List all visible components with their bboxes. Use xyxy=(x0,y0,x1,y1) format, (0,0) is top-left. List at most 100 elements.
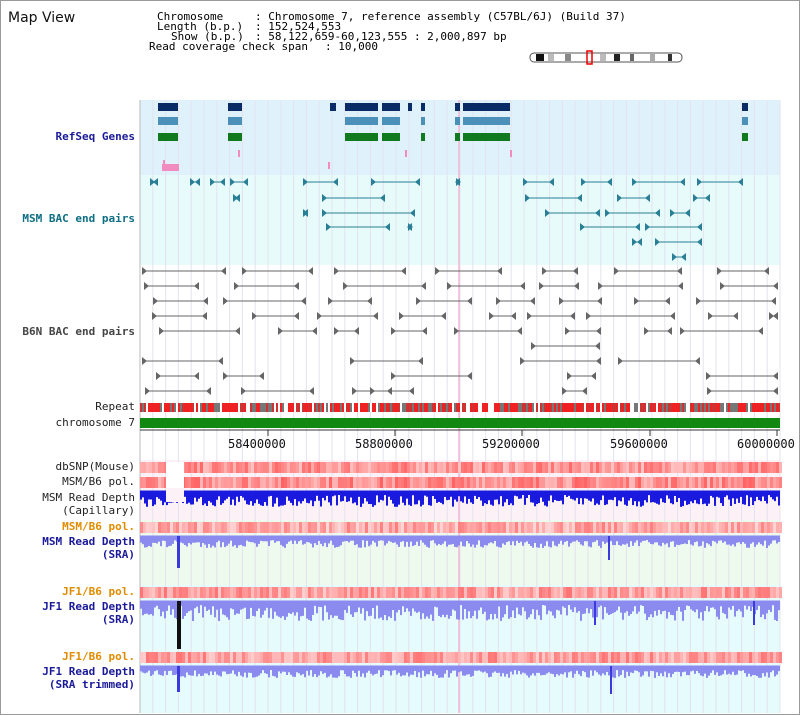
jf1-trim-depth-bar xyxy=(182,666,184,677)
msm-b6-pol-heat xyxy=(272,477,275,488)
msm-sra-depth-bar xyxy=(344,536,346,542)
msm-cap-depth-bar xyxy=(184,491,186,497)
msm-sra-depth-bar xyxy=(212,536,214,546)
dbsnp-heat xyxy=(149,462,152,473)
jf1-trim-depth-bar xyxy=(734,666,736,676)
msm-cap-depth-bar xyxy=(236,491,238,497)
repeat-segment xyxy=(620,403,622,412)
msm-cap-depth-bar xyxy=(266,491,268,506)
dbsnp-heat xyxy=(374,462,377,473)
repeat-segment xyxy=(296,403,298,412)
jf1-b6-pol-heat xyxy=(170,587,173,598)
jf1-sra-depth-bar xyxy=(368,601,370,617)
msm-b6-pol-heat xyxy=(656,477,659,488)
msm-cap-depth-bar xyxy=(474,491,476,496)
repeat-segment xyxy=(668,403,670,412)
msm-sra-depth-bar xyxy=(452,536,454,545)
track-label-chromosome[interactable]: chromosome 7 xyxy=(55,416,135,429)
repeat-segment xyxy=(598,403,600,412)
jf1-trim-depth-bar xyxy=(448,666,450,678)
jf1-b6-pol-heat xyxy=(725,587,728,598)
msm-b6-pol-heat xyxy=(587,477,590,488)
jf1-trim-depth-bar xyxy=(518,666,520,671)
track-label-refseq[interactable]: RefSeq Genes xyxy=(55,130,135,143)
msm-b6-pol-2-heat xyxy=(524,522,527,533)
msm-b6-pol-heat xyxy=(383,477,386,488)
msm-sra-depth-bar xyxy=(310,536,312,544)
jf1-sra-depth-bar xyxy=(614,601,616,613)
dbsnp-heat xyxy=(185,462,188,473)
jf1-b6-pol-heat xyxy=(449,587,452,598)
track-label-msm-b6-pol[interactable]: MSM/B6 pol. xyxy=(62,475,135,488)
msm-sra-depth-bar xyxy=(740,536,742,545)
track-label-jf1-depth-sra[interactable]: JF1 Read Depth xyxy=(42,600,135,613)
jf1-b6-pol-2-heat xyxy=(266,652,269,663)
repeat-segment xyxy=(282,403,284,412)
repeat-segment xyxy=(440,403,442,412)
jf1-trim-depth-bar xyxy=(290,666,292,675)
msm-sra-depth-bar xyxy=(752,536,754,543)
track-label-jf1-b6-pol[interactable]: JF1/B6 pol. xyxy=(62,585,135,598)
msm-b6-pol-2-heat xyxy=(446,522,449,533)
msm-b6-pol-2-heat xyxy=(644,522,647,533)
repeat-segment xyxy=(444,403,446,412)
jf1-sra-depth-bar xyxy=(588,601,590,614)
b6n-bac-pair xyxy=(597,297,602,305)
msm-sra-depth-bar xyxy=(366,536,368,541)
msm-sra-depth-bar xyxy=(702,536,704,542)
repeat-segment xyxy=(494,403,496,412)
msm-sra-depth-bar xyxy=(772,536,774,541)
b6n-bac-pair xyxy=(758,327,763,335)
msm-sra-depth-bar xyxy=(422,536,424,543)
msm-cap-depth-bar xyxy=(450,491,452,497)
track-label-b6n-bac[interactable]: B6N BAC end pairs xyxy=(22,325,135,338)
jf1-sra-depth-bar xyxy=(206,601,208,611)
jf1-b6-pol-heat xyxy=(758,587,761,598)
jf1-trim-depth-bar xyxy=(498,666,500,673)
jf1-sra-depth-bar xyxy=(542,601,544,606)
msm-cap-depth-bar xyxy=(614,491,616,498)
msm-b6-pol-heat xyxy=(722,477,725,488)
jf1-b6-pol-heat xyxy=(341,587,344,598)
show-label: Show (b.p.) xyxy=(171,30,244,43)
msm-b6-pol-2-heat xyxy=(581,522,584,533)
track-label-msm-depth-sra[interactable]: MSM Read Depth xyxy=(42,535,135,548)
msm-cap-depth-bar xyxy=(746,491,748,496)
msm-b6-pol-2-heat xyxy=(692,522,695,533)
msm-sra-depth-bar xyxy=(750,536,752,544)
dbsnp-heat xyxy=(515,462,518,473)
jf1-b6-pol-heat xyxy=(461,587,464,598)
jf1-b6-pol-heat xyxy=(512,587,515,598)
track-label-msm-depth-cap[interactable]: MSM Read Depth xyxy=(42,491,135,504)
jf1-sra-depth-bar xyxy=(482,601,484,614)
jf1-b6-pol-heat xyxy=(770,587,773,598)
dbsnp-heat xyxy=(203,462,206,473)
track-label-dbsnp[interactable]: dbSNP(Mouse) xyxy=(55,460,135,473)
jf1-b6-pol-heat xyxy=(755,587,758,598)
repeat-segment xyxy=(720,403,722,412)
jf1-trim-depth-bar xyxy=(228,666,230,674)
dbsnp-heat xyxy=(269,462,272,473)
track-label-jf1-depth-trim[interactable]: JF1 Read Depth xyxy=(42,665,135,678)
jf1-b6-pol-2-heat xyxy=(347,652,350,663)
jf1-sra-depth-bar xyxy=(528,601,530,618)
msm-b6-pol-heat xyxy=(437,477,440,488)
msm-sra-depth-bar xyxy=(574,536,576,542)
jf1-b6-pol-2-heat xyxy=(470,652,473,663)
jf1-trim-depth-bar xyxy=(444,666,446,674)
b6n-bac-pair xyxy=(218,357,223,365)
b6n-bac-pair xyxy=(435,267,440,275)
track-label-msm-b6-pol-2[interactable]: MSM/B6 pol. xyxy=(62,520,135,533)
b6n-bac-pair xyxy=(144,282,149,290)
msm-sra-depth-bar xyxy=(656,536,658,543)
track-label-repeat[interactable]: Repeat xyxy=(95,400,135,413)
msm-sra-depth-bar xyxy=(672,536,674,542)
track-label-msm-bac[interactable]: MSM BAC end pairs xyxy=(22,212,135,225)
track-label-jf1-b6-pol-2[interactable]: JF1/B6 pol. xyxy=(62,650,135,663)
msm-b6-pol-2-heat xyxy=(629,522,632,533)
b6n-bac-pair xyxy=(159,327,164,335)
msm-b6-pol-2-heat xyxy=(227,522,230,533)
jf1-b6-pol-2-heat xyxy=(509,652,512,663)
msm-sra-depth-bar xyxy=(624,536,626,545)
